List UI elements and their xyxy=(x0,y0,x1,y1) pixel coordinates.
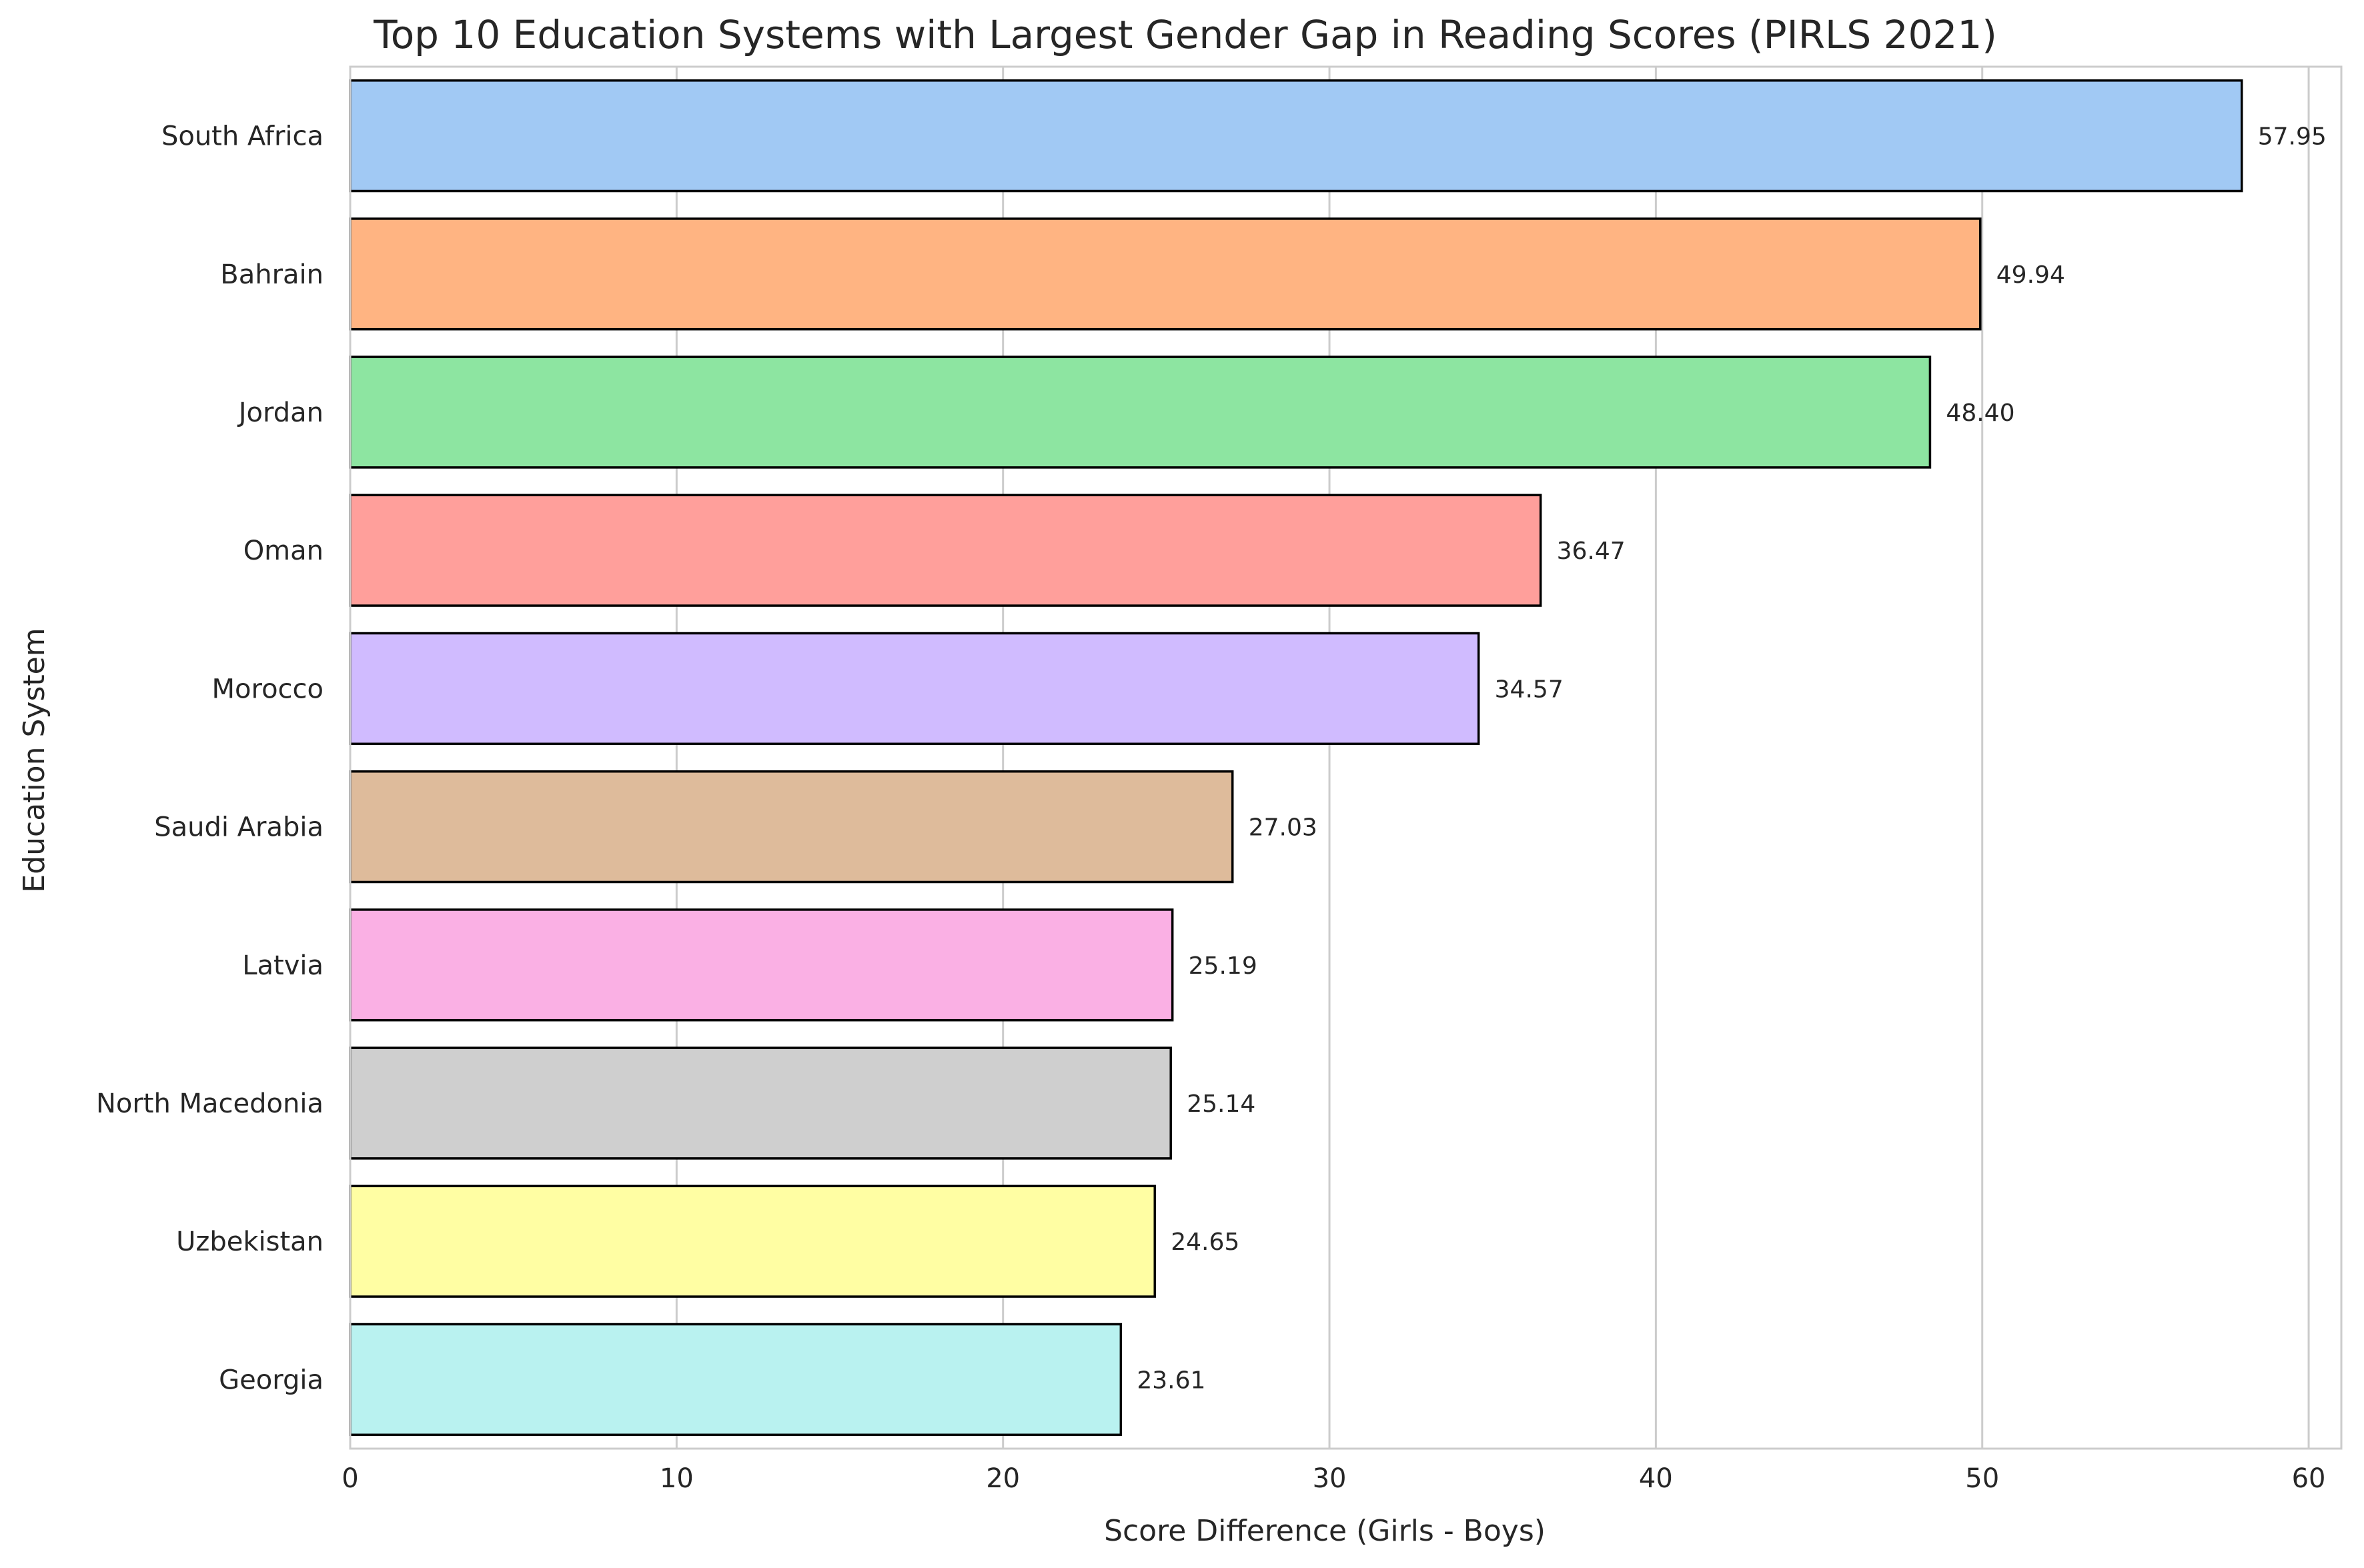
y-tick-label: Morocco xyxy=(212,674,324,704)
bar-value-label: 25.19 xyxy=(1189,952,1257,980)
bars xyxy=(349,79,2243,1437)
bar-value-label: 57.95 xyxy=(2258,123,2327,151)
y-tick-label: Jordan xyxy=(237,398,324,428)
chart-title: Top 10 Education Systems with Largest Ge… xyxy=(373,12,1997,57)
x-tick-label: 50 xyxy=(1965,1463,1999,1494)
bar-value-label: 34.57 xyxy=(1495,676,1564,703)
bar xyxy=(349,770,1234,884)
x-axis-label: Score Difference (Girls - Boys) xyxy=(1104,1514,1546,1548)
x-tick-labels: 0 10 20 30 40 50 60 xyxy=(342,1463,2325,1494)
x-tick-label: 40 xyxy=(1639,1463,1673,1494)
y-tick-label: Saudi Arabia xyxy=(154,812,324,843)
bar xyxy=(349,1323,1123,1437)
bar-value-label: 24.65 xyxy=(1171,1229,1239,1256)
data-labels: 57.95 49.94 48.40 36.47 34.57 27.03 25.19 25.14… xyxy=(1137,123,2326,1395)
x-tick-label: 10 xyxy=(660,1463,694,1494)
bar-value-label: 48.40 xyxy=(1946,400,2014,427)
y-axis-label: Education System xyxy=(17,628,51,892)
bar xyxy=(349,79,2243,193)
bar xyxy=(349,1185,1156,1298)
x-tick-label: 20 xyxy=(986,1463,1020,1494)
y-tick-label: Bahrain xyxy=(220,259,324,290)
y-tick-label: Uzbekistan xyxy=(176,1227,324,1257)
bar xyxy=(349,217,1982,331)
y-tick-label: South Africa xyxy=(161,121,324,152)
bar-value-label: 27.03 xyxy=(1249,814,1317,842)
x-tick-label: 0 xyxy=(342,1463,358,1494)
x-tick-label: 60 xyxy=(2292,1463,2326,1494)
bar-value-label: 49.94 xyxy=(1996,261,2065,289)
bar xyxy=(349,494,1542,607)
y-tick-label: Latvia xyxy=(242,950,324,981)
bar xyxy=(349,1046,1172,1160)
x-tick-label: 30 xyxy=(1313,1463,1347,1494)
bar-value-label: 36.47 xyxy=(1557,538,1626,565)
bar-value-label: 25.14 xyxy=(1187,1090,1255,1118)
y-tick-label: Georgia xyxy=(219,1365,324,1395)
y-tick-label: Oman xyxy=(243,536,324,566)
bar xyxy=(349,632,1480,746)
bar xyxy=(349,355,1932,469)
y-tick-labels: South Africa Bahrain Jordan Oman Morocco Saud… xyxy=(96,121,324,1396)
bar xyxy=(349,908,1174,1022)
y-tick-label: North Macedonia xyxy=(96,1088,324,1119)
bar-value-label: 23.61 xyxy=(1137,1367,1205,1394)
plot-frame xyxy=(349,65,2343,1450)
